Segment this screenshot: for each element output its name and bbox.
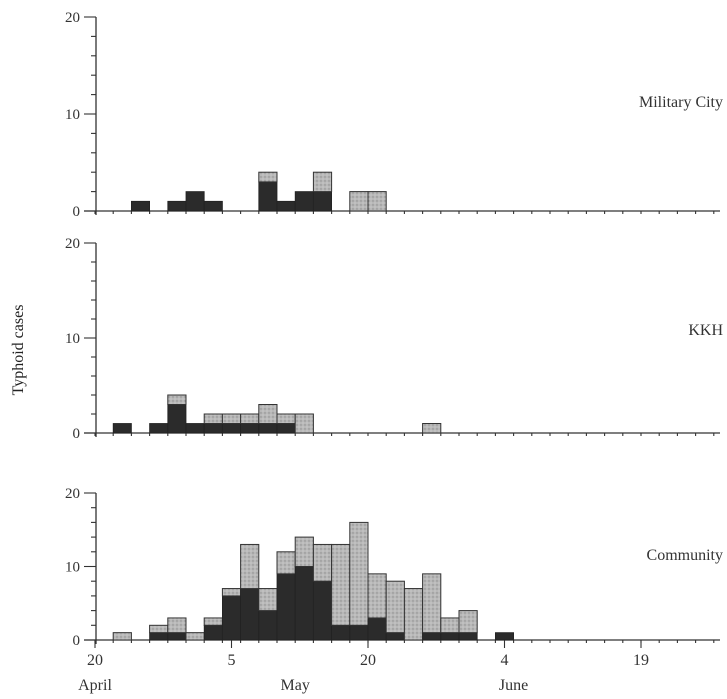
bar-shaded-segment [240,413,260,424]
bar-shaded-segment [422,573,442,634]
bar-dark-segment [258,610,278,641]
y-tick-label: 20 [65,486,80,502]
bar-shaded-segment [167,617,187,634]
panel-label: Community [647,547,723,564]
bar-shaded-segment [312,171,333,193]
bar-shaded-segment [349,521,369,626]
x-tick-label: 20 [87,652,103,669]
bar-shaded-segment [258,588,278,612]
bar-dark-segment [240,588,260,641]
bar-shaded-segment [276,413,296,424]
bar-shaded-segment [331,543,351,626]
bar-shaded-segment [258,171,278,183]
bar-dark-segment [312,580,332,641]
month-label: April [78,677,112,694]
bar-shaded-segment [185,632,205,641]
bar-dark-segment [258,181,278,212]
bar-dark-segment [203,423,223,434]
bar-dark-segment [112,423,132,434]
y-tick-label: 0 [73,204,81,220]
bar-dark-segment [167,632,187,641]
bar-shaded-segment [167,394,187,405]
bar-dark-segment [367,617,387,641]
y-tick-label: 10 [65,331,80,347]
bar-dark-segment [185,423,205,434]
bar-dark-segment [312,191,332,212]
bar-shaded-segment [440,617,460,634]
bar-dark-segment [221,595,241,641]
y-tick-label: 20 [65,10,80,26]
bar-dark-segment [294,566,314,641]
bar-dark-segment [440,632,460,641]
panel-military-city: 0 10 20 Military City [65,10,723,220]
bar-shaded-segment [240,543,260,590]
bar-dark-segment [185,191,205,212]
bar-dark-segment [130,200,150,212]
bar-dark-segment [203,200,223,212]
bar-dark-segment [494,632,514,641]
y-tick-label: 10 [65,560,80,576]
month-label: June [499,677,528,694]
bar-dark-segment [294,191,314,212]
x-axis-labels: 20 5 20 4 19 April May June [78,640,649,694]
bar-dark-segment [167,200,187,212]
bar-shaded-segment [385,580,405,634]
panels-group: 0 10 20 Military City 0 10 20 KKH 0 10 20 Community [65,10,723,649]
bar-dark-segment [258,423,278,434]
bar-shaded-segment [367,191,387,212]
bar-shaded-segment [312,543,333,582]
bar-shaded-segment [422,423,442,434]
panel-label: KKH [688,322,723,339]
bar-shaded-segment [203,617,223,626]
panel-label: Military City [639,94,723,111]
x-tick-label: 19 [633,652,649,669]
bar-dark-segment [422,632,442,641]
bar-shaded-segment [367,573,387,619]
y-tick-label: 10 [65,107,80,123]
bar-dark-segment [276,573,296,641]
bar-shaded-segment [149,624,169,634]
month-label: May [281,677,310,694]
bar-dark-segment [276,423,296,434]
bar-shaded-segment [294,536,314,567]
panel-community: 0 10 20 Community [65,486,723,649]
bar-shaded-segment [258,404,278,424]
bar-dark-segment [349,624,369,641]
y-axis-title: Typhoid cases [10,305,27,396]
y-tick-label: 0 [73,633,81,649]
bar-dark-segment [221,423,241,434]
bar-dark-segment [458,632,478,641]
bar-shaded-segment [349,191,369,212]
bar-shaded-segment [276,551,296,575]
bar-shaded-segment [112,632,132,641]
bar-dark-segment [331,624,351,641]
bar-dark-segment [203,624,223,641]
bar-dark-segment [276,200,296,212]
bar-dark-segment [167,404,187,434]
bar-shaded-segment [203,413,223,424]
x-tick-label: 5 [228,652,236,669]
bar-dark-segment [149,423,169,434]
bar-shaded-segment [458,610,478,634]
y-tick-label: 20 [65,236,80,252]
bar-dark-segment [149,632,169,641]
bar-dark-segment [240,423,260,434]
bar-shaded-segment [221,413,242,424]
x-tick-label: 4 [501,652,509,669]
y-tick-label: 0 [73,426,81,442]
bar-shaded-segment [294,413,314,434]
bar-dark-segment [385,632,405,641]
bar-shaded-segment [221,588,242,597]
x-tick-label: 20 [360,652,376,669]
bar-shaded-segment [403,588,424,641]
panel-kkh: 0 10 20 KKH [65,236,723,442]
